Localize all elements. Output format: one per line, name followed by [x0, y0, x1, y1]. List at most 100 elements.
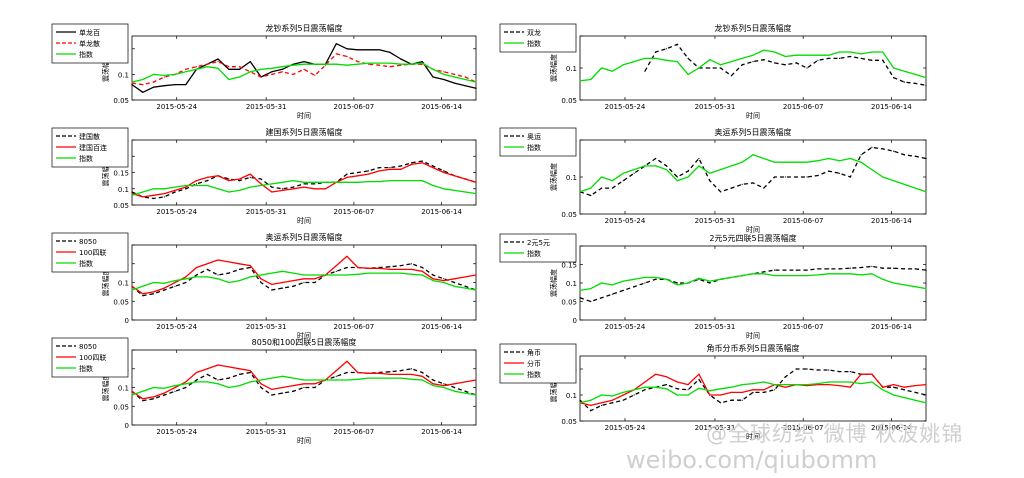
data-point: [925, 157, 927, 160]
data-point: [195, 66, 198, 68]
data-point: [131, 194, 133, 196]
data-point: [357, 181, 359, 183]
data-point: [378, 372, 380, 374]
data-point: [292, 272, 294, 274]
x-tick-label: 2015-05-24: [605, 323, 646, 331]
data-point: [174, 191, 176, 193]
data-point: [314, 383, 316, 385]
data-point: [903, 397, 906, 399]
data-point: [400, 370, 402, 372]
data-point: [676, 282, 678, 284]
data-point: [281, 375, 284, 377]
data-point: [611, 70, 614, 72]
data-point: [260, 383, 262, 385]
data-point: [228, 66, 230, 68]
data-point: [665, 165, 668, 167]
data-point: [421, 162, 423, 164]
data-point: [741, 64, 743, 66]
data-point: [698, 67, 700, 69]
legend-label: 指数: [527, 249, 541, 258]
data-point: [763, 271, 765, 273]
data-point: [453, 82, 456, 84]
data-point: [817, 268, 819, 270]
data-point: [131, 285, 133, 287]
data-point: [601, 176, 603, 178]
x-tick-label: 2015-05-31: [246, 428, 287, 436]
data-point: [281, 386, 284, 389]
data-point: [806, 368, 808, 370]
data-point: [206, 373, 208, 375]
data-point: [687, 389, 689, 391]
data-point: [292, 180, 294, 182]
data-point: [271, 186, 273, 188]
data-point: [238, 180, 241, 182]
data-point: [453, 73, 456, 75]
data-point: [914, 155, 916, 157]
data-point: [174, 73, 176, 75]
data-point: [142, 285, 144, 287]
data-point: [882, 386, 884, 388]
data-point: [410, 373, 413, 375]
data-point: [163, 287, 165, 289]
data-point: [367, 173, 370, 175]
data-point: [206, 276, 208, 278]
data-point: [806, 161, 808, 163]
data-point: [335, 379, 337, 381]
data-point: [774, 62, 776, 64]
data-point: [590, 194, 592, 197]
data-point: [271, 377, 273, 379]
data-point: [260, 379, 262, 381]
data-point: [925, 402, 927, 404]
x-tick-label: 2015-05-31: [246, 103, 287, 111]
data-point: [601, 394, 603, 396]
chart-panel-5: 00.050.10.150.22015-05-242015-05-312015-…: [51, 232, 477, 340]
data-point: [303, 186, 305, 188]
data-point: [292, 280, 294, 282]
y-tick-label: 0: [573, 317, 577, 325]
x-tick-label: 2015-05-24: [605, 103, 646, 111]
data-point: [709, 394, 711, 396]
data-point: [903, 386, 906, 388]
data-point: [314, 274, 316, 276]
data-point: [378, 181, 380, 183]
legend-label: 双龙: [527, 28, 541, 37]
data-point: [871, 273, 873, 275]
data-point: [206, 381, 208, 383]
y-axis-label: 震荡幅度: [101, 374, 110, 402]
data-point: [249, 71, 251, 73]
data-point: [795, 368, 797, 370]
data-point: [281, 66, 284, 68]
data-point: [611, 187, 614, 189]
data-point: [421, 379, 423, 381]
data-point: [367, 49, 370, 51]
data-point: [378, 64, 380, 66]
legend-label: 角币: [527, 348, 541, 357]
data-point: [410, 180, 413, 182]
data-point: [271, 183, 273, 185]
data-point: [774, 389, 776, 391]
data-point: [400, 265, 402, 267]
data-point: [131, 394, 133, 396]
data-point: [217, 259, 219, 261]
data-point: [303, 379, 305, 381]
data-point: [314, 183, 316, 185]
data-point: [378, 272, 380, 274]
data-point: [421, 180, 423, 182]
data-point: [882, 51, 884, 53]
data-point: [271, 191, 273, 193]
x-axis-label: 时间: [297, 331, 311, 340]
data-point: [453, 278, 456, 280]
data-point: [152, 386, 155, 389]
data-point: [357, 266, 359, 269]
data-point: [784, 376, 787, 378]
data-point: [763, 381, 765, 383]
data-point: [752, 182, 754, 184]
data-point: [389, 268, 391, 270]
data-point: [622, 180, 624, 182]
y-tick-label: 0.05: [113, 403, 129, 411]
data-point: [228, 178, 230, 180]
data-point: [464, 392, 466, 394]
data-point: [622, 289, 624, 291]
x-tick-label: 2015-05-24: [605, 217, 646, 225]
data-point: [443, 78, 445, 81]
